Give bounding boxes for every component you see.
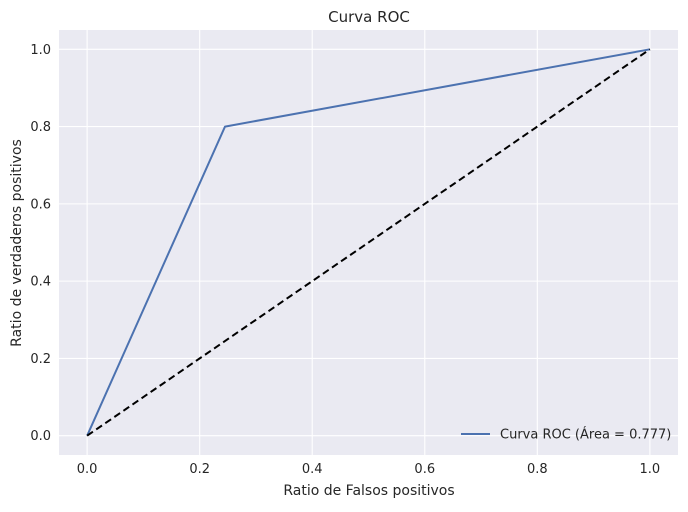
x-tick-label: 0.4 (302, 462, 323, 477)
chance-diagonal-line (86, 48, 651, 437)
legend: Curva ROC (Área = 0.777) (461, 427, 671, 443)
y-axis-label: Ratio de verdaderos positivos (9, 139, 25, 347)
y-tick-label: 1.0 (30, 43, 51, 58)
y-tick-label: 0.0 (30, 429, 51, 444)
roc-curve-line (86, 48, 651, 437)
chart-title: Curva ROC (328, 8, 410, 26)
y-tick-label: 0.2 (30, 352, 51, 367)
x-tick-label: 0.6 (414, 462, 435, 477)
y-tick-label: 0.8 (30, 120, 51, 135)
x-tick-label: 1.0 (640, 462, 661, 477)
y-tick-label: 0.6 (30, 197, 51, 212)
x-tick-label: 0.2 (189, 462, 210, 477)
y-tick-label: 0.4 (30, 275, 51, 290)
x-axis-label: Ratio de Falsos positivos (283, 483, 454, 499)
x-tick-label: 0.0 (77, 462, 98, 477)
legend-label: Curva ROC (Área = 0.777) (500, 427, 671, 443)
x-tick-label: 0.8 (527, 462, 548, 477)
